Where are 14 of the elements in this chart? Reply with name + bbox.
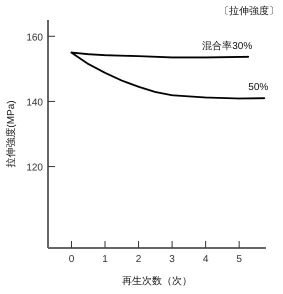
series-label: 50% — [248, 82, 268, 94]
x-axis-title: 再生次数（次） — [122, 275, 192, 287]
x-tick-label: 1 — [102, 254, 108, 265]
x-tick-label: 4 — [202, 254, 209, 265]
y-tick-label: 120 — [26, 162, 44, 174]
x-tick-label: 2 — [136, 254, 142, 265]
y-tick-label: 140 — [26, 97, 44, 108]
series-label: 混合率30% — [202, 40, 252, 52]
x-tick-label: 5 — [236, 254, 242, 265]
x-tick-label: 3 — [169, 254, 176, 265]
chart-title: 〔拉伸強度〕 — [219, 5, 279, 17]
y-tick-label: 160 — [26, 32, 44, 44]
x-tick-label: 0 — [68, 254, 75, 265]
y-axis-title: 拉伸強度(MPa) — [5, 100, 17, 168]
